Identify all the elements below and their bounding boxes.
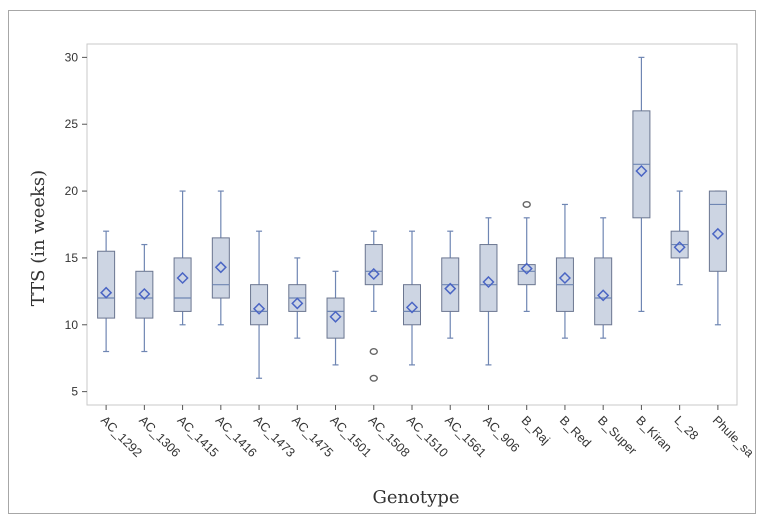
box-group-B_Raj (517, 200, 536, 313)
box-group-AC_1508 (364, 230, 383, 382)
box-group-B_Red (555, 203, 574, 339)
mean-marker (673, 241, 686, 254)
box-group-AC_1501 (326, 270, 345, 366)
y-tick-label: 5 (71, 385, 78, 399)
mean-marker (138, 287, 151, 301)
iqr-box (326, 297, 345, 339)
box-group-AC_1306 (135, 243, 154, 353)
box-group-AC_1416 (211, 190, 230, 326)
y-tick-label: 10 (65, 318, 79, 332)
iqr-box (173, 257, 192, 312)
iqr-box (211, 237, 230, 299)
iqr-box (97, 250, 116, 319)
mean-marker (558, 271, 572, 285)
outlier-point (369, 374, 378, 382)
mean-marker (520, 262, 533, 275)
y-tick-label: 25 (65, 117, 79, 131)
mean-marker (405, 301, 419, 314)
x-axis-title: Genotype (372, 487, 459, 508)
x-tick-label: B_Red (557, 413, 594, 450)
box-group-B_Super (594, 217, 613, 339)
x-tick-label: B_Raj (519, 413, 553, 447)
y-tick-label: 15 (65, 251, 79, 265)
mean-marker (711, 227, 724, 240)
y-axis-title: TTS (in weeks) (28, 170, 49, 306)
mean-marker (100, 286, 113, 299)
box-group-AC_1473 (250, 230, 269, 379)
iqr-box (708, 190, 727, 272)
mean-marker (176, 271, 189, 285)
mean-marker (214, 261, 227, 274)
x-tick-label: B_Super (595, 413, 639, 457)
mean-marker (482, 275, 495, 289)
box-group-L_28 (670, 190, 689, 286)
outlier-point (369, 348, 378, 356)
iqr-box (135, 270, 154, 319)
box-group-AC_1561 (441, 230, 460, 339)
x-tick-label: L_28 (672, 413, 702, 443)
y-tick-label: 30 (65, 50, 79, 64)
box-group-AC_1292 (97, 230, 116, 353)
x-tick-label: B_Kiran (633, 413, 674, 454)
box-group-B_Kiran (632, 56, 651, 313)
mean-marker (329, 310, 342, 323)
box-group-AC_1475 (288, 257, 307, 339)
box-group-AC_1510 (403, 230, 421, 366)
mean-marker (597, 289, 610, 302)
box-group-Phule_sa (708, 190, 727, 326)
box-group-AC_1415 (173, 190, 192, 326)
mean-marker (252, 302, 266, 315)
box-group-AC_906 (479, 217, 498, 366)
x-tick-label: Phule_sa (710, 413, 757, 460)
mean-marker (635, 164, 648, 178)
outlier-point (522, 200, 531, 208)
iqr-box (403, 284, 421, 326)
y-tick-label: 20 (65, 184, 79, 198)
mean-marker (291, 297, 304, 310)
mean-marker (444, 282, 457, 295)
mean-marker (367, 267, 380, 281)
